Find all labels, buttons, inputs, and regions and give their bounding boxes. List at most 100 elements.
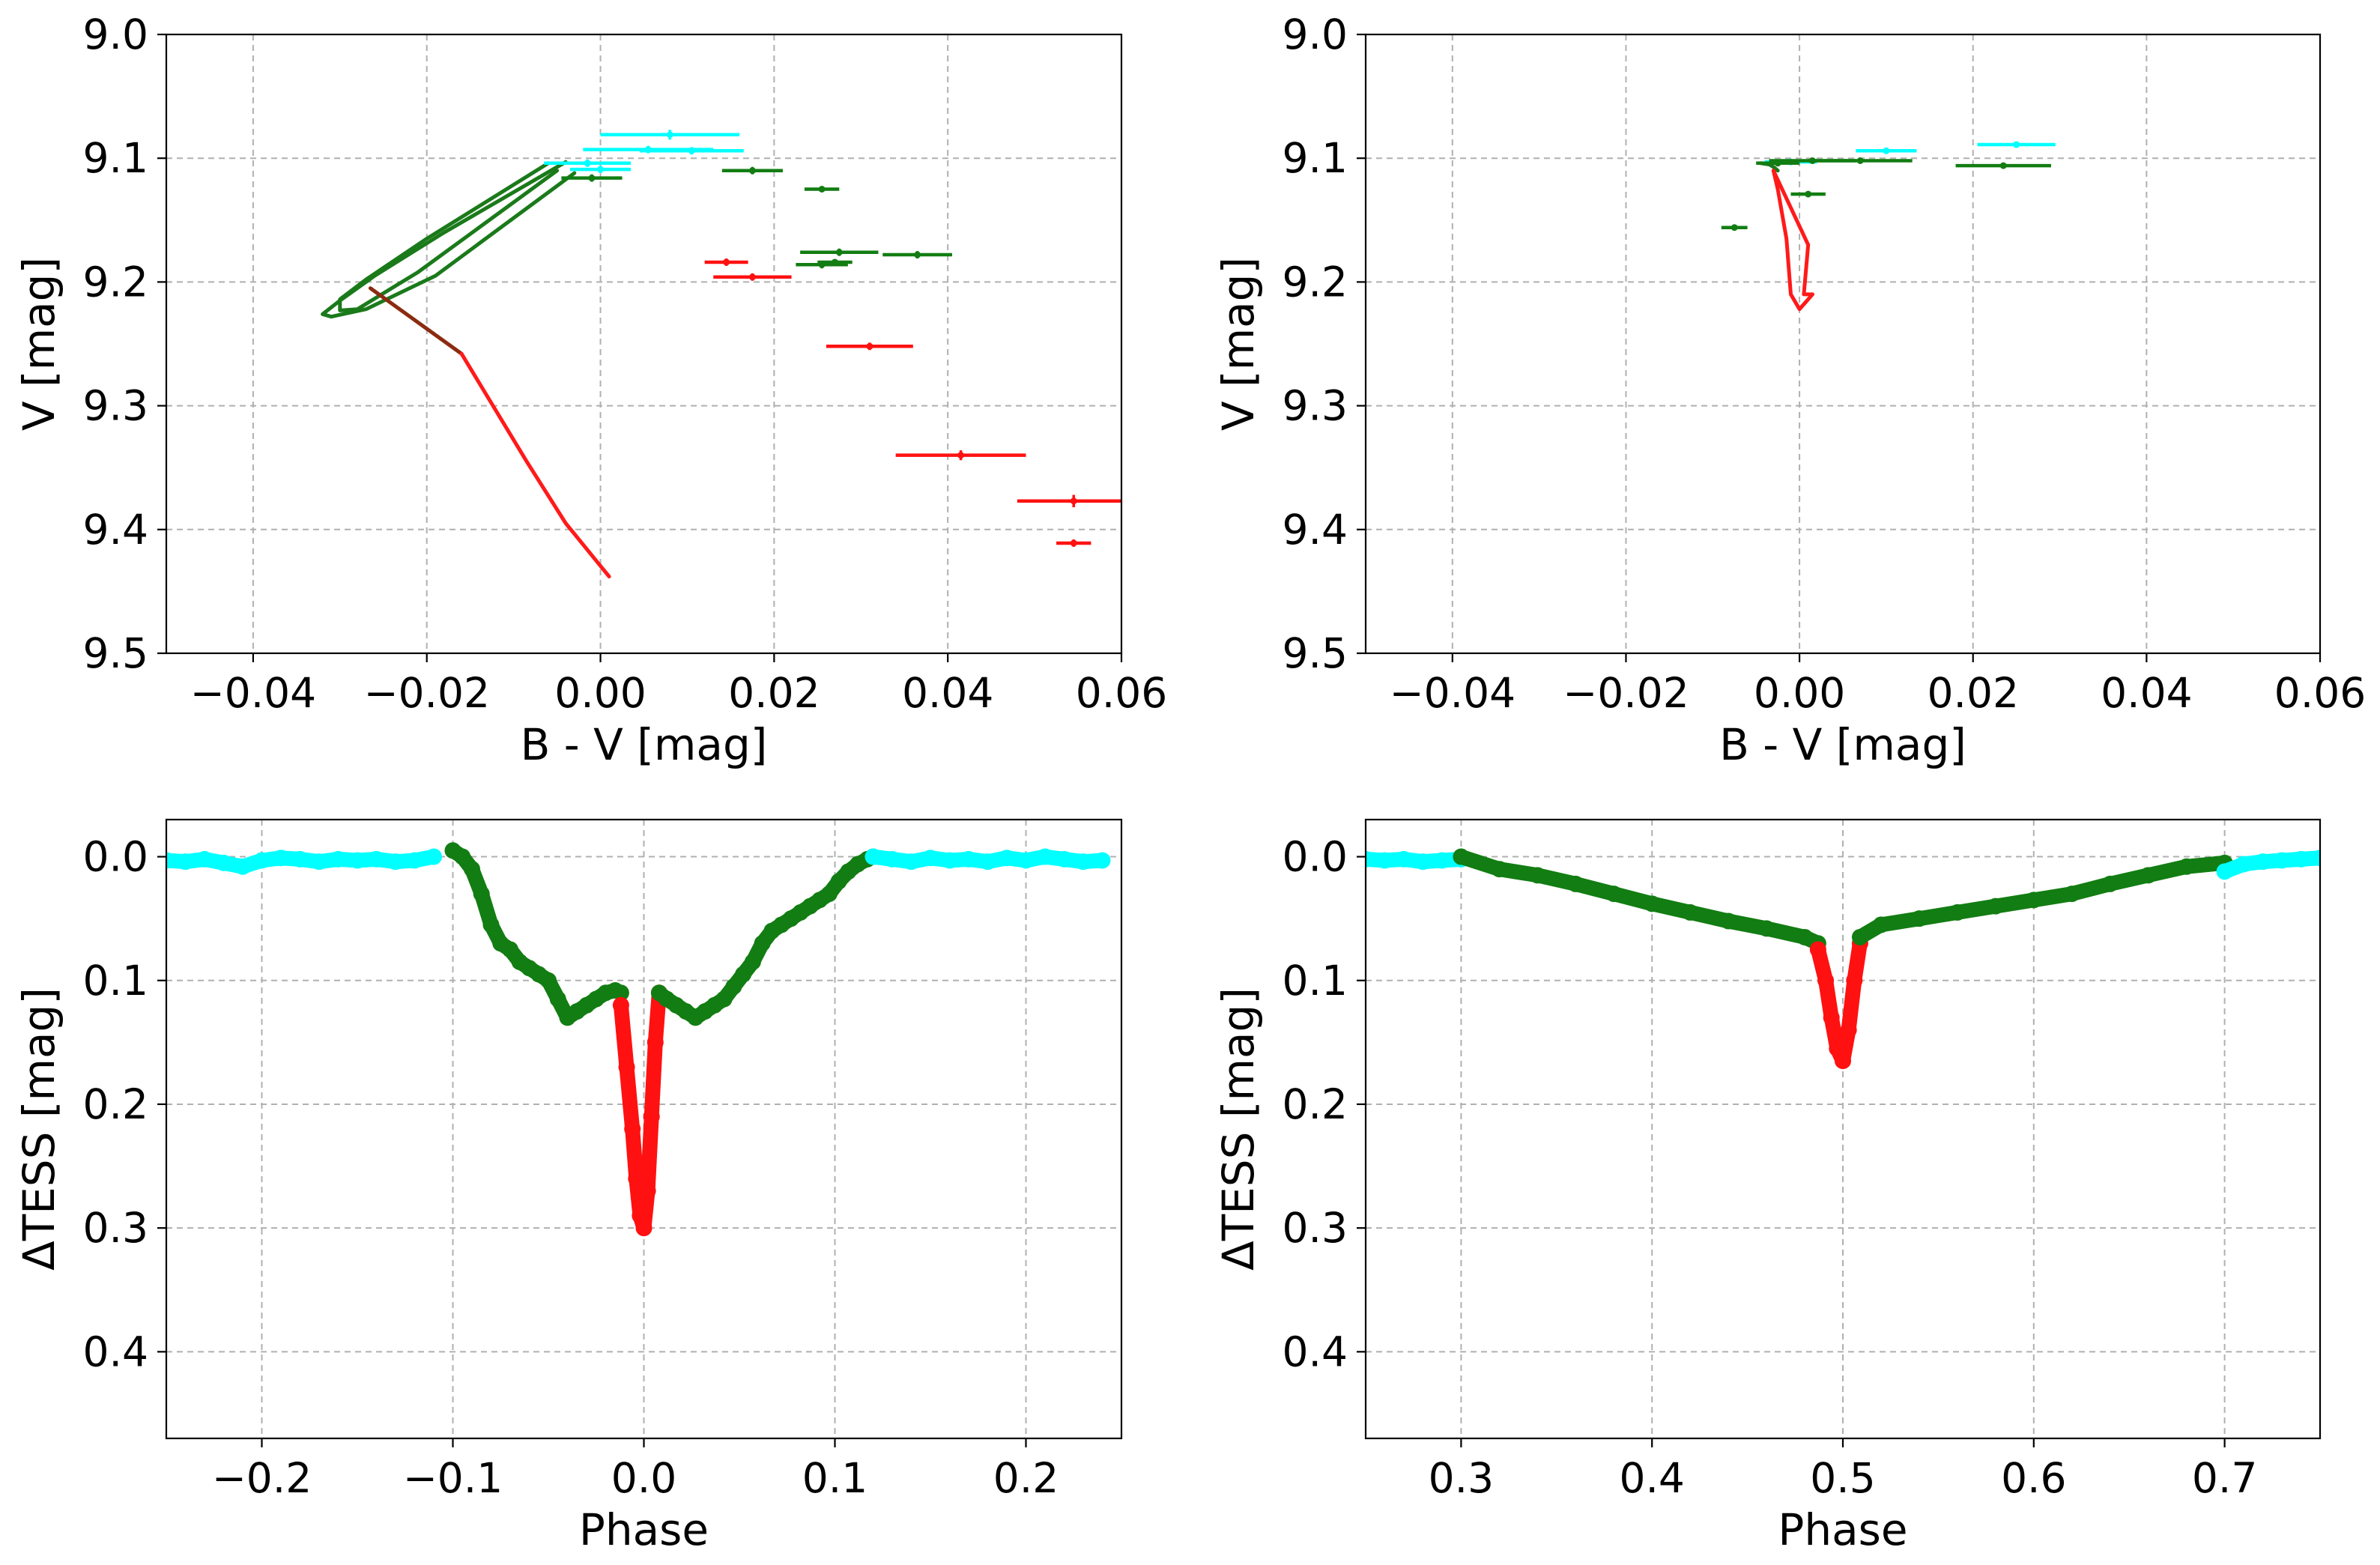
series-point: [903, 853, 920, 871]
series-point: [820, 886, 838, 903]
series-point: [273, 850, 289, 867]
chart-panel-top-right: −0.04 −0.02 0.00 0.02 0.04 0.06 9.0 9.1 9.2 9.3 9.…: [1213, 10, 2366, 770]
x-tick-label: 0.3: [1429, 1454, 1494, 1502]
series-point: [1829, 1040, 1846, 1057]
series-point: [2292, 850, 2310, 868]
data-marker: [818, 186, 826, 193]
data-point-green: [1756, 160, 1800, 167]
series-point: [1376, 852, 1393, 869]
chart-panel-bottom-left: −0.2 −0.1 0.0 0.1 0.2 0.0 0.1 0.2 0.3 0.4 Phase ΔTE…: [13, 818, 1123, 1555]
y-tick-label: 9.0: [83, 10, 148, 58]
x-tick-label: 0.5: [1810, 1454, 1875, 1502]
x-tick-label: 0.04: [902, 669, 993, 717]
x-tick-label: −0.2: [212, 1454, 312, 1502]
series-eclipse-core: [1809, 935, 1868, 1070]
x-tick-label: 0.06: [1076, 669, 1167, 717]
track-line-green-track-outer: [321, 160, 577, 319]
series-point: [941, 852, 958, 869]
series-point: [1851, 928, 1868, 945]
data-point-green: [1955, 162, 2051, 169]
data-point-cyan: [1977, 141, 2056, 148]
data-marker: [2013, 141, 2020, 148]
series-point: [754, 935, 771, 952]
series-out-of-eclipse-right: [2216, 850, 2320, 880]
series-point: [2216, 863, 2233, 880]
data-point-green: [1721, 224, 1748, 231]
y-axis-label: ΔTESS [mag]: [13, 987, 64, 1271]
data-marker: [666, 131, 673, 139]
series-point: [177, 853, 194, 871]
series-point: [1817, 972, 1835, 989]
data-marker: [723, 258, 730, 266]
series-point: [473, 886, 490, 903]
series-point: [1910, 910, 1928, 927]
chart-panel-top-left: −0.04 −0.02 0.00 0.02 0.04 0.06 9.0 9.1 9.2 9.3 9.…: [13, 10, 1167, 770]
series-point: [166, 852, 175, 869]
x-tick-label: 0.06: [2274, 669, 2366, 717]
series-point: [735, 966, 752, 983]
data-point-green: [1790, 190, 1826, 198]
data-marker: [748, 273, 756, 281]
data-marker: [1070, 539, 1077, 547]
plot-area: [321, 130, 1121, 579]
series-point: [2140, 867, 2157, 884]
series-point: [1017, 852, 1035, 869]
series-point: [1682, 903, 1699, 921]
x-tick-label: −0.04: [1390, 669, 1516, 717]
series-point: [1758, 920, 1775, 937]
data-marker: [1070, 497, 1077, 505]
series-band: [1852, 855, 2232, 945]
y-tick-label: 9.1: [1283, 134, 1348, 182]
data-marker: [1999, 162, 2007, 169]
data-point-cyan: [569, 166, 632, 174]
series-point: [715, 990, 733, 1008]
y-tick-label: 9.3: [1283, 382, 1348, 430]
series-eclipse-wing-right: [1851, 854, 2233, 945]
y-tick-label: 9.2: [1283, 258, 1348, 306]
series-point: [960, 850, 977, 868]
axes-frame: [165, 33, 1123, 655]
y-tick-label: 9.5: [1283, 629, 1348, 677]
series-point: [1835, 1053, 1851, 1070]
x-tick-label: 0.02: [1927, 669, 2018, 717]
series-point: [234, 858, 251, 875]
y-tick-label: 9.1: [83, 134, 148, 182]
data-point-red: [704, 258, 748, 266]
series-point: [979, 853, 996, 871]
x-tick-label: 0.7: [2192, 1454, 2257, 1502]
series-point: [1846, 972, 1863, 989]
data-point-red: [826, 342, 913, 351]
data-point-cyan: [639, 147, 744, 155]
y-tick-label: 9.3: [83, 382, 148, 430]
y-tick-label: 0.2: [1283, 1080, 1348, 1128]
y-tick-label: 0.0: [83, 833, 148, 881]
series-point: [612, 984, 629, 1002]
series-point: [1720, 912, 1737, 930]
series-point: [349, 852, 366, 869]
series-point: [1987, 897, 2004, 915]
data-point-green: [882, 251, 952, 259]
series-point: [406, 852, 423, 869]
y-tick-label: 9.4: [83, 506, 148, 554]
x-tick-label: 0.2: [993, 1454, 1059, 1502]
x-tick-label: −0.1: [403, 1454, 503, 1502]
data-point-red: [1056, 539, 1091, 547]
data-point-cyan: [1856, 147, 1917, 154]
series-point: [725, 978, 742, 996]
series-point: [2254, 853, 2271, 871]
series-out-of-eclipse-left: [166, 848, 442, 875]
series-eclipse-core: [612, 984, 667, 1237]
x-tick-label: −0.02: [1563, 669, 1689, 717]
data-point-green: [800, 248, 879, 256]
series-point: [215, 854, 232, 871]
data-marker: [1731, 224, 1738, 231]
series-point: [639, 1182, 656, 1199]
series-point: [1414, 853, 1432, 871]
series-point: [2178, 858, 2195, 875]
data-point-cyan: [600, 130, 739, 140]
series-point: [2101, 875, 2119, 892]
plot-area: [1721, 141, 2056, 312]
series-point: [2063, 886, 2080, 903]
series-point: [1037, 848, 1053, 865]
